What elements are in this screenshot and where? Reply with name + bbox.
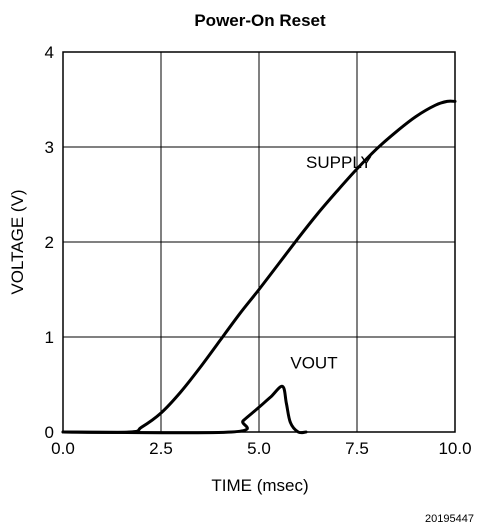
annotations: SUPPLY VOUT — [290, 153, 372, 372]
annotation-vout: VOUT — [290, 353, 337, 372]
y-axis-label: VOLTAGE (V) — [8, 189, 27, 294]
x-tick-label: 2.5 — [149, 439, 173, 458]
y-tick-label: 2 — [45, 233, 54, 252]
x-axis-label: TIME (msec) — [211, 476, 308, 495]
y-tick-label: 1 — [45, 328, 54, 347]
chart-title: Power-On Reset — [194, 11, 326, 30]
y-tick-label: 0 — [45, 423, 54, 442]
x-tick-label: 5.0 — [247, 439, 271, 458]
series-vout-line — [61, 384, 308, 435]
x-tick-label: 7.5 — [345, 439, 369, 458]
grid-layer — [62, 51, 456, 433]
tick-labels: 0.0 2.5 5.0 7.5 10.0 0 1 2 3 4 — [45, 43, 472, 458]
x-tick-label: 0.0 — [51, 439, 75, 458]
x-tick-label: 10.0 — [438, 439, 471, 458]
series-supply-line — [61, 99, 457, 434]
plot-frame — [62, 51, 456, 433]
figure-id: 20195447 — [425, 513, 474, 525]
y-tick-label: 3 — [45, 138, 54, 157]
y-tick-label: 4 — [45, 43, 54, 62]
annotation-supply: SUPPLY — [306, 153, 372, 172]
